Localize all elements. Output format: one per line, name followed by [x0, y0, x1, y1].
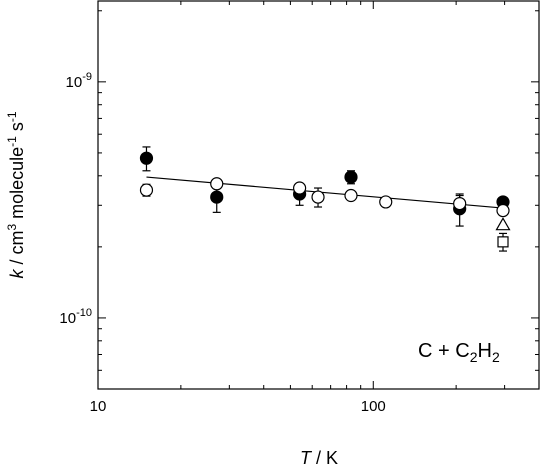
x-axis-label: T / K	[300, 448, 338, 467]
data-point-open-circle	[344, 188, 358, 203]
data-point-open-circle	[210, 177, 224, 191]
y-axis-label: k / cm3 molecule-1 s-1	[5, 111, 27, 278]
data-point-filled-circle	[210, 190, 224, 204]
data-point-open-circle	[139, 183, 154, 197]
data-point-filled-circle	[344, 170, 358, 184]
data-point-open-circle	[496, 203, 510, 218]
fit-line-group	[146, 176, 504, 209]
x-tick-label: 10	[90, 398, 107, 415]
x-tick-label: 100	[361, 398, 386, 415]
plot-frame	[97, 0, 540, 390]
data-point-open-circle	[293, 181, 307, 195]
data-point-filled-circle	[139, 151, 154, 165]
data-point-open-circle	[311, 190, 325, 204]
data-point-open-circle	[453, 196, 467, 211]
data-point-open-circle	[379, 195, 393, 209]
fit-line	[146, 176, 504, 209]
data-point-open-square	[497, 236, 509, 248]
y-tick-label: 10-9	[66, 71, 92, 91]
data-points	[139, 146, 511, 252]
annotation-label: C + C2H2	[418, 340, 500, 365]
y-tick-label: 10-10	[59, 307, 92, 327]
data-point-open-triangle	[495, 217, 511, 231]
axis-ticks: 10 100 10-10 10-9	[59, 1, 540, 415]
